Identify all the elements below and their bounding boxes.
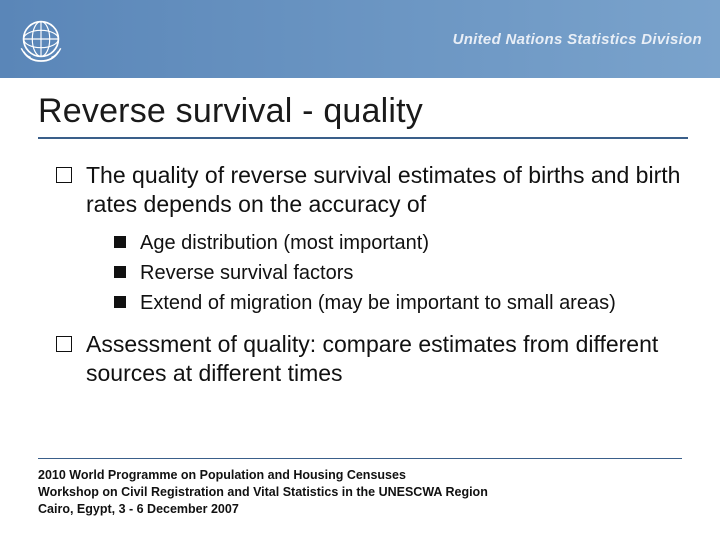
header-banner: United Nations Statistics Division [0, 0, 720, 78]
slide-footer: 2010 World Programme on Population and H… [38, 458, 682, 518]
un-logo-icon [12, 10, 70, 68]
bullet-text: Assessment of quality: compare estimates… [86, 331, 658, 386]
footer-text-block: 2010 World Programme on Population and H… [38, 467, 682, 518]
bullet-list-level2: Age distribution (most important) Revers… [86, 230, 688, 316]
header-org-text: United Nations Statistics Division [453, 31, 702, 48]
footer-line: Cairo, Egypt, 3 - 6 December 2007 [38, 501, 682, 518]
bullet-list-level1: The quality of reverse survival estimate… [38, 161, 688, 389]
sub-bullet-item: Reverse survival factors [114, 260, 688, 286]
footer-line: Workshop on Civil Registration and Vital… [38, 484, 682, 501]
sub-bullet-text: Reverse survival factors [140, 262, 353, 284]
sub-bullet-item: Age distribution (most important) [114, 230, 688, 256]
sub-bullet-text: Extend of migration (may be important to… [140, 292, 616, 314]
logo-container [12, 10, 70, 68]
footer-line: 2010 World Programme on Population and H… [38, 467, 682, 484]
sub-bullet-text: Age distribution (most important) [140, 232, 429, 254]
sub-bullet-item: Extend of migration (may be important to… [114, 290, 688, 316]
slide-title: Reverse survival - quality [38, 78, 688, 139]
footer-divider [38, 458, 682, 459]
slide-content: Reverse survival - quality The quality o… [0, 78, 720, 389]
bullet-item: The quality of reverse survival estimate… [56, 161, 688, 316]
bullet-item: Assessment of quality: compare estimates… [56, 330, 688, 389]
bullet-text: The quality of reverse survival estimate… [86, 162, 680, 217]
